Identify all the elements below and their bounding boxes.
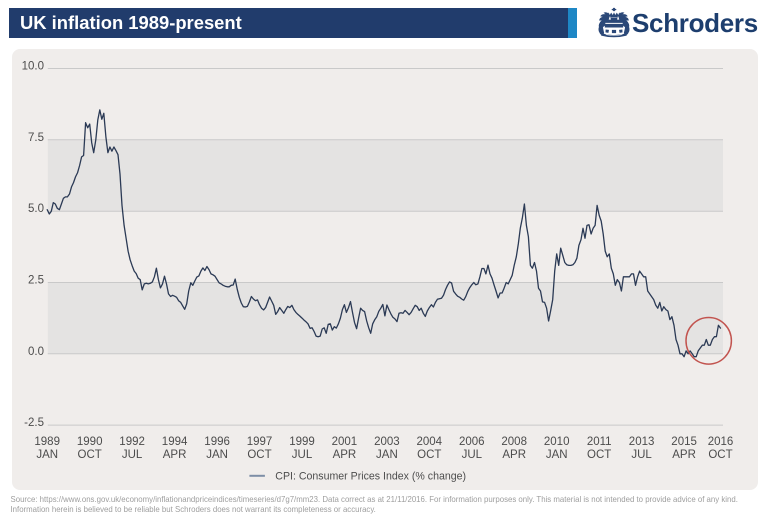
- svg-text:2013: 2013: [629, 436, 655, 448]
- svg-text:2001: 2001: [332, 436, 358, 448]
- svg-text:OCT: OCT: [417, 449, 441, 461]
- svg-text:APR: APR: [502, 449, 526, 461]
- svg-text:CPI: Consumer Prices Index (%: CPI: Consumer Prices Index (% change): [275, 470, 466, 482]
- svg-text:OCT: OCT: [247, 449, 271, 461]
- svg-text:1997: 1997: [247, 436, 273, 448]
- svg-text:2010: 2010: [544, 436, 570, 448]
- svg-text:JAN: JAN: [376, 449, 398, 461]
- svg-text:2011: 2011: [587, 436, 612, 448]
- svg-text:2016: 2016: [708, 436, 734, 448]
- svg-text:APR: APR: [672, 449, 696, 461]
- svg-text:1999: 1999: [289, 436, 315, 448]
- svg-text:JAN: JAN: [206, 449, 228, 461]
- svg-text:1994: 1994: [162, 436, 188, 448]
- svg-text:JUL: JUL: [631, 449, 652, 461]
- svg-text:OCT: OCT: [78, 449, 102, 461]
- svg-text:JAN: JAN: [36, 449, 58, 461]
- svg-text:1992: 1992: [119, 436, 145, 448]
- svg-text:1989: 1989: [34, 436, 60, 448]
- svg-text:2003: 2003: [374, 436, 400, 448]
- svg-text:2.5: 2.5: [28, 275, 44, 287]
- svg-text:-2.5: -2.5: [24, 417, 44, 429]
- svg-text:2006: 2006: [459, 436, 485, 448]
- svg-text:JUL: JUL: [292, 449, 313, 461]
- svg-text:OCT: OCT: [587, 449, 611, 461]
- svg-text:2008: 2008: [501, 436, 527, 448]
- svg-text:0.0: 0.0: [28, 346, 44, 358]
- svg-text:7.5: 7.5: [28, 132, 44, 144]
- svg-text:OCT: OCT: [708, 449, 732, 461]
- svg-text:1996: 1996: [204, 436, 230, 448]
- svg-text:1990: 1990: [77, 436, 103, 448]
- svg-text:2015: 2015: [671, 436, 697, 448]
- svg-text:APR: APR: [333, 449, 357, 461]
- svg-text:10.0: 10.0: [22, 61, 44, 73]
- svg-text:JAN: JAN: [546, 449, 568, 461]
- svg-text:2004: 2004: [417, 436, 443, 448]
- svg-text:APR: APR: [163, 449, 187, 461]
- svg-text:5.0: 5.0: [28, 203, 44, 215]
- svg-text:JUL: JUL: [462, 449, 483, 461]
- svg-text:JUL: JUL: [122, 449, 143, 461]
